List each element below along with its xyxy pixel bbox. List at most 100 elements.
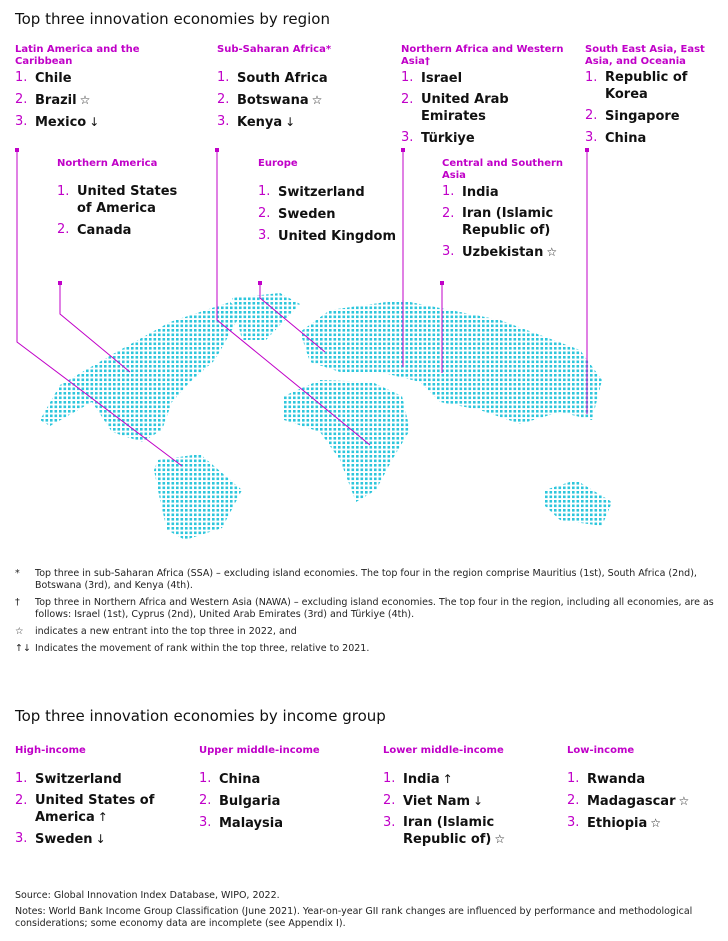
list-item: 2. Madagascar ☆ xyxy=(567,793,717,810)
list-item: 3. Mexico ↓ xyxy=(15,114,185,131)
rank: 3. xyxy=(15,831,28,846)
country: Madagascar ☆ xyxy=(587,794,690,809)
group-heading: Europe xyxy=(258,158,298,169)
group: Lower middle-income 1. India ↑ 2. Viet Nam ↓ 3.… xyxy=(383,745,533,853)
footnote-item: ☆ indicates a new entrant into the top th… xyxy=(15,626,715,638)
group: Northern Africa and Western Asia† 1. Israe… xyxy=(401,44,576,152)
country: Canada xyxy=(77,223,132,238)
rank-change-icon: ☆ xyxy=(79,93,91,107)
list-item: 3. China xyxy=(585,130,725,147)
list-item: 2. United Arab Emirates xyxy=(401,92,576,125)
country: South Africa xyxy=(237,71,328,86)
ranking-list: 1. Republic of Korea 2. Singapore 3. China xyxy=(585,70,725,147)
country: Bulgaria xyxy=(219,794,281,809)
ranking-list: 1. China 2. Bulgaria 3. Malaysia xyxy=(199,771,349,832)
country: Uzbekistan ☆ xyxy=(462,245,558,260)
notes-text: Notes: World Bank Income Group Classific… xyxy=(15,906,693,929)
rank: 2. xyxy=(258,206,271,221)
rank: 2. xyxy=(15,793,28,808)
rank: 1. xyxy=(217,70,230,85)
footnote-item: † Top three in Northern Africa and Wester… xyxy=(15,597,715,621)
rank: 1. xyxy=(57,184,70,199)
rank: 2. xyxy=(199,793,212,808)
group-heading: Northern America xyxy=(57,158,158,169)
country: Mexico ↓ xyxy=(35,115,100,130)
ranking-list: 1. India ↑ 2. Viet Nam ↓ 3. Iran (Islamic Repub… xyxy=(383,771,533,848)
group-heading: Lower middle-income xyxy=(383,745,504,756)
rank-change-icon: ☆ xyxy=(311,93,323,107)
list-item: 3. United Kingdom xyxy=(258,228,398,245)
africa-shape xyxy=(284,380,410,502)
country: Malaysia xyxy=(219,816,283,831)
group-heading: Latin America and the Caribbean xyxy=(15,44,140,67)
rank: 1. xyxy=(585,70,598,85)
footnote-text: indicates a new entrant into the top thr… xyxy=(35,626,297,637)
rank: 3. xyxy=(199,815,212,830)
group: Upper middle-income 1. China 2. Bulgaria 3. Ma… xyxy=(199,745,349,837)
list-item: 2. United States of America ↑ xyxy=(15,793,165,826)
list-item: 2. Singapore xyxy=(585,108,725,125)
rank-change-icon: ↓ xyxy=(95,832,106,846)
region-title: Top three innovation economies by region xyxy=(15,10,330,28)
list-item: 1. Chile xyxy=(15,70,185,87)
country: United States of America xyxy=(77,184,178,216)
country: United Kingdom xyxy=(278,229,397,244)
rank: 2. xyxy=(15,92,28,107)
country: Switzerland xyxy=(278,185,365,200)
greenland-shape xyxy=(232,293,300,340)
rank-change-icon: ☆ xyxy=(494,832,506,846)
list-item: 3. Uzbekistan ☆ xyxy=(442,244,572,261)
list-item: 1. South Africa xyxy=(217,70,387,87)
country: Ethiopia ☆ xyxy=(587,816,662,831)
ranking-list: 1. South Africa 2. Botswana ☆ 3. Kenya ↓ xyxy=(217,70,387,131)
rank: 1. xyxy=(442,184,455,199)
group: Low-income 1. Rwanda 2. Madagascar ☆ 3. Ethiopi… xyxy=(567,745,717,837)
australia-shape xyxy=(545,480,612,526)
ranking-list: 1. Chile 2. Brazil ☆ 3. Mexico ↓ xyxy=(15,70,185,131)
country: Republic of Korea xyxy=(605,70,688,102)
country: Kenya ↓ xyxy=(237,115,296,130)
country: Rwanda xyxy=(587,772,646,787)
rank: 3. xyxy=(567,815,580,830)
list-item: 2. Brazil ☆ xyxy=(15,92,185,109)
group-heading: South East Asia, East Asia, and Oceania xyxy=(585,44,705,67)
rank: 1. xyxy=(383,771,396,786)
rank: 2. xyxy=(383,793,396,808)
footnote-item: * Top three in sub-Saharan Africa (SSA) –… xyxy=(15,568,715,592)
rank: 3. xyxy=(585,130,598,145)
country: Singapore xyxy=(605,109,680,124)
list-item: 2. Viet Nam ↓ xyxy=(383,793,533,810)
rank: 1. xyxy=(567,771,580,786)
rank: 2. xyxy=(567,793,580,808)
list-item: 1. Switzerland xyxy=(258,184,398,201)
rank: 2. xyxy=(217,92,230,107)
group: Europe 1. Switzerland 2. Sweden 3. United King… xyxy=(258,158,398,250)
group: Latin America and the Caribbean 1. Chile 2.… xyxy=(15,44,185,136)
leader-line-sub-saharan-africa xyxy=(216,150,371,446)
rank: 3. xyxy=(15,114,28,129)
rank: 1. xyxy=(15,70,28,85)
income-title: Top three innovation economies by income… xyxy=(15,707,386,725)
country: China xyxy=(605,131,647,146)
country: Iran (Islamic Republic of) ☆ xyxy=(403,815,506,847)
rank-change-icon: ↓ xyxy=(285,115,296,129)
rank-change-icon: ☆ xyxy=(546,245,558,259)
list-item: 2. Canada xyxy=(57,222,187,239)
list-item: 3. Türkiye xyxy=(401,130,576,147)
group: Sub-Saharan Africa* 1. South Africa 2. Botsw… xyxy=(217,44,387,136)
rank: 1. xyxy=(15,771,28,786)
rank-change-icon: ↑ xyxy=(97,810,108,824)
source-note: Source: Global Innovation Index Database… xyxy=(15,890,280,901)
list-item: 3. Ethiopia ☆ xyxy=(567,815,717,832)
ranking-list: 1. Switzerland 2. United States of America ↑… xyxy=(15,771,165,848)
ranking-list: 1. Israel 2. United Arab Emirates 3. Türkiye xyxy=(401,70,576,147)
list-item: 1. United States of America xyxy=(57,184,187,217)
rank: 2. xyxy=(442,206,455,221)
leader-line-europe xyxy=(259,283,326,353)
country: Botswana ☆ xyxy=(237,93,323,108)
footnote-text: Top three in sub-Saharan Africa (SSA) – … xyxy=(35,568,697,591)
rank-change-icon: ↑ xyxy=(442,772,453,786)
footnote-item: ↑↓ Indicates the movement of rank within … xyxy=(15,643,715,655)
ranking-list: 1. United States of America 2. Canada xyxy=(57,184,187,239)
